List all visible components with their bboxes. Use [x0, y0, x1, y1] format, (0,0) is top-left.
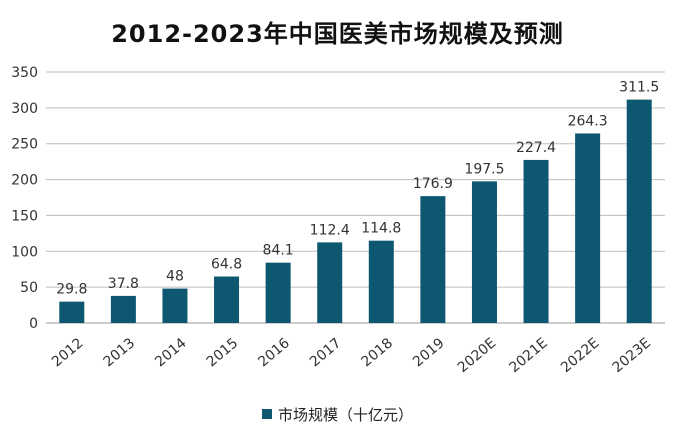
- x-tick-label: 2018: [358, 335, 396, 370]
- y-tick-label: 100: [11, 244, 38, 260]
- bar: [420, 196, 446, 323]
- x-tick-label: 2019: [410, 335, 448, 370]
- bar: [368, 240, 394, 323]
- bar: [162, 288, 188, 323]
- data-label: 112.4: [310, 222, 350, 238]
- bar: [471, 181, 497, 323]
- y-tick-label: 350: [11, 65, 38, 81]
- x-tick-label: 2015: [204, 335, 242, 370]
- chart-title: 2012-2023年中国医美市场规模及预测: [111, 20, 564, 48]
- bar: [265, 262, 291, 323]
- bar: [59, 301, 85, 323]
- data-label: 48: [166, 269, 184, 285]
- x-tick-label: 2021E: [506, 335, 550, 376]
- y-tick-label: 50: [20, 280, 38, 296]
- y-tick-label: 250: [11, 137, 38, 153]
- y-tick-label: 200: [11, 173, 38, 189]
- data-label: 197.5: [464, 161, 504, 177]
- legend-label: 市场规模（十亿元）: [277, 406, 413, 424]
- x-tick-label: 2014: [152, 335, 190, 370]
- y-tick-label: 0: [29, 316, 38, 332]
- data-label: 64.8: [211, 257, 242, 273]
- x-tick-label: 2023E: [610, 335, 654, 376]
- data-label: 37.8: [108, 276, 139, 292]
- data-label: 264.3: [568, 113, 608, 129]
- x-tick-label: 2020E: [455, 335, 499, 376]
- data-label: 176.9: [413, 176, 453, 192]
- data-label: 84.1: [263, 243, 294, 259]
- legend: 市场规模（十亿元）: [0, 404, 675, 425]
- x-tick-label: 2012: [49, 335, 87, 370]
- bar: [523, 159, 549, 323]
- bar: [626, 99, 652, 323]
- x-tick-label: 2016: [255, 335, 293, 370]
- data-label: 114.8: [361, 221, 401, 237]
- y-tick-label: 150: [11, 208, 38, 224]
- x-tick-label: 2022E: [558, 335, 602, 376]
- bar: [214, 276, 240, 323]
- bar: [575, 133, 601, 323]
- bar: [317, 242, 343, 323]
- legend-swatch: [261, 408, 272, 419]
- bar: [110, 295, 136, 323]
- data-label: 227.4: [516, 140, 556, 156]
- x-tick-label: 2013: [101, 335, 139, 370]
- y-tick-label: 300: [11, 101, 38, 117]
- data-label: 311.5: [619, 80, 659, 96]
- x-tick-label: 2017: [307, 335, 345, 370]
- data-label: 29.8: [56, 282, 87, 298]
